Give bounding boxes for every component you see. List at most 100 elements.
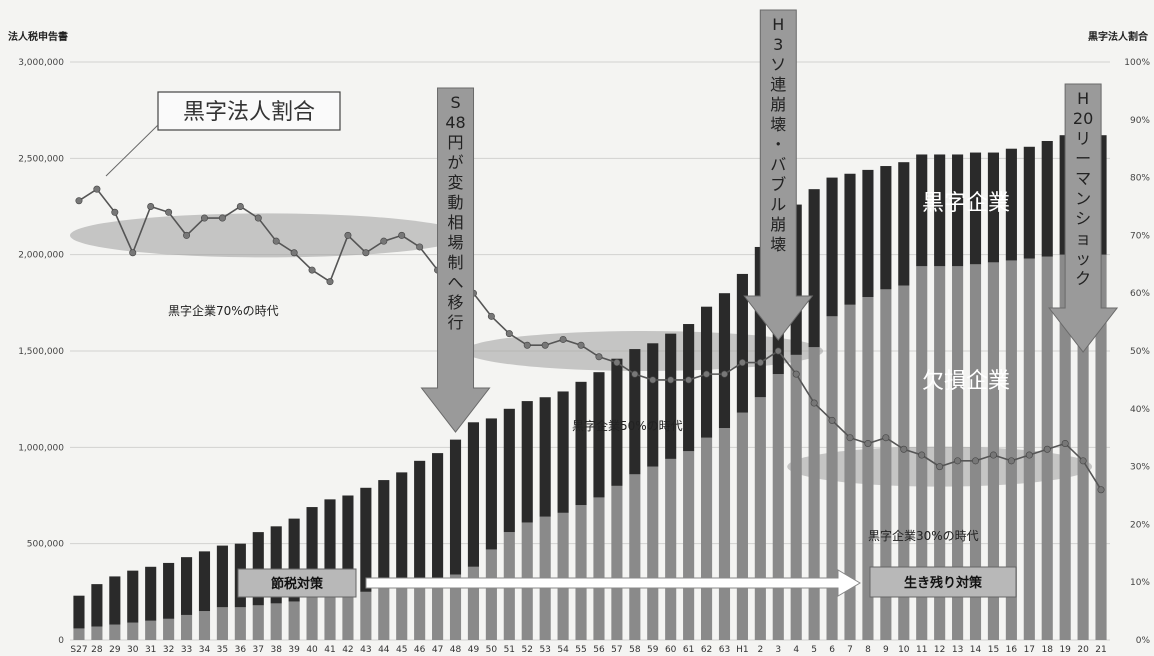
y-right-tick: 90%	[1130, 116, 1150, 126]
x-tick: 36	[235, 645, 247, 655]
bar-profit	[683, 324, 695, 452]
ratio-point	[918, 451, 926, 459]
event-arrow-shape	[1048, 83, 1119, 353]
bar-loss	[288, 601, 300, 640]
x-tick: 40	[306, 645, 318, 655]
bar-loss	[952, 266, 964, 640]
ratio-point	[75, 197, 83, 205]
ratio-point	[595, 353, 603, 361]
bar-profit	[1005, 148, 1017, 261]
bar-loss	[880, 289, 892, 640]
ratio-point	[129, 249, 137, 257]
bar-loss	[844, 304, 856, 640]
y-left-tick: 2,500,000	[18, 154, 64, 164]
x-tick: 5	[811, 645, 817, 655]
x-tick: 43	[360, 645, 371, 655]
event-text: 円	[448, 133, 464, 152]
event-text: ル	[770, 195, 786, 214]
ratio-point	[810, 399, 818, 407]
event-text: 崩	[770, 95, 786, 114]
x-tick: 50	[486, 645, 498, 655]
x-tick: 19	[1059, 645, 1071, 655]
bar-loss	[324, 595, 336, 640]
bar-loss	[216, 607, 228, 640]
event-text: が	[448, 153, 464, 172]
ratio-point	[147, 203, 155, 211]
bar-loss	[808, 347, 820, 640]
bar-profit	[216, 545, 228, 608]
y-right-tick: 100%	[1124, 58, 1150, 68]
event-text: 3	[773, 35, 783, 54]
event-text: バ	[770, 155, 786, 174]
x-tick: 49	[468, 645, 480, 655]
bar-loss	[593, 497, 605, 640]
ratio-point	[936, 463, 944, 471]
bar-profit	[306, 507, 318, 598]
x-tick: 42	[342, 645, 353, 655]
bar-loss	[180, 614, 193, 640]
bar-loss	[396, 582, 408, 640]
x-tick: 29	[109, 645, 121, 655]
ratio-point	[541, 341, 549, 349]
y-right-axis-title: 黒字法人割合	[1088, 30, 1149, 43]
bar-loss	[234, 607, 246, 640]
bar-profit	[665, 333, 677, 459]
bar-profit	[898, 162, 910, 286]
event-text: S	[450, 93, 460, 112]
bar-loss	[611, 485, 623, 640]
bar-loss	[683, 451, 695, 640]
event-text: 壊	[770, 115, 786, 134]
ratio-point	[290, 249, 298, 257]
x-tick: 53	[539, 645, 550, 655]
bar-loss	[145, 620, 157, 640]
bar-loss	[862, 297, 874, 640]
ratio-point	[218, 214, 226, 222]
bar-profit	[952, 154, 964, 267]
y-right-tick: 30%	[1130, 463, 1150, 473]
ratio-point	[828, 416, 836, 424]
era-label-50: 黒字企業50%の時代	[572, 418, 683, 433]
ratio-point	[111, 208, 119, 216]
event-text: H	[772, 15, 784, 34]
policy-label-survival: 生き残り対策	[904, 575, 983, 591]
event-text: 20	[1073, 109, 1093, 128]
x-tick: 18	[1042, 645, 1054, 655]
x-tick: 14	[970, 645, 982, 655]
x-tick: 4	[793, 645, 799, 655]
bar-profit	[432, 453, 444, 579]
y-right-tick: 50%	[1130, 347, 1150, 357]
event-text: ン	[1075, 189, 1091, 208]
bar-loss	[934, 266, 946, 640]
bar-profit	[862, 169, 874, 298]
bar-loss	[467, 566, 480, 640]
ratio-point	[505, 330, 513, 338]
ratio-point	[523, 341, 531, 349]
ratio-point	[613, 359, 621, 367]
ratio-point	[559, 335, 567, 343]
y-left-axis-title: 法人税申告書	[8, 30, 68, 43]
bar-loss	[414, 580, 426, 640]
x-tick: 15	[988, 645, 999, 655]
ratio-point	[487, 312, 495, 320]
bar-profit	[754, 246, 766, 398]
ratio-point	[864, 439, 872, 447]
bar-profit	[718, 293, 731, 429]
bar-loss	[378, 586, 390, 640]
bar-profit	[934, 154, 946, 267]
x-tick: 46	[414, 645, 426, 655]
x-tick: 39	[288, 645, 300, 655]
x-tick: 37	[253, 645, 264, 655]
y-right-tick: 70%	[1130, 231, 1150, 241]
x-tick: 35	[217, 645, 228, 655]
event-text: ソ	[770, 55, 786, 74]
bar-loss	[557, 512, 569, 640]
x-tick: 17	[1024, 645, 1035, 655]
ratio-point	[577, 341, 585, 349]
event-text: 相	[448, 213, 464, 232]
bar-loss	[987, 262, 1000, 640]
event-text: ・	[770, 135, 786, 154]
ratio-point	[165, 208, 173, 216]
ratio-point	[200, 214, 208, 222]
bar-profit	[593, 372, 605, 498]
bar-loss	[360, 591, 372, 640]
